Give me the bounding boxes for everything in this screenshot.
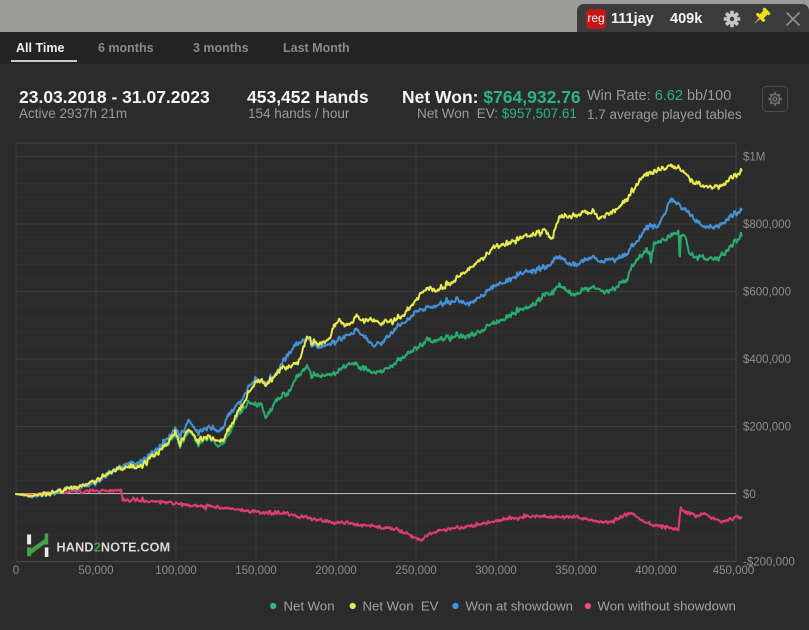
svg-text:300,000: 300,000 (475, 565, 517, 577)
svg-text:200,000: 200,000 (315, 565, 357, 577)
svg-text:$800,000: $800,000 (743, 219, 791, 231)
svg-text:150,000: 150,000 (235, 565, 277, 577)
svg-text:100,000: 100,000 (155, 565, 197, 577)
svg-text:0: 0 (13, 565, 19, 577)
svg-text:Net Won: Net Won (284, 599, 335, 614)
svg-text:$600,000: $600,000 (743, 287, 791, 299)
svg-text:Won at showdown: Won at showdown (466, 599, 574, 614)
svg-text:400,000: 400,000 (635, 565, 677, 577)
svg-text:$200,000: $200,000 (743, 422, 791, 434)
svg-text:-$200,000: -$200,000 (743, 557, 795, 569)
svg-text:350,000: 350,000 (555, 565, 597, 577)
svg-text:Won without showdown: Won without showdown (598, 599, 736, 614)
svg-text:50,000: 50,000 (78, 565, 113, 577)
svg-text:450,000: 450,000 (713, 565, 755, 577)
svg-text:$1M: $1M (743, 152, 765, 164)
svg-text:$400,000: $400,000 (743, 354, 791, 366)
svg-text:HAND2NOTE.COM: HAND2NOTE.COM (57, 541, 171, 555)
svg-text:$0: $0 (743, 489, 756, 501)
svg-text:250,000: 250,000 (395, 565, 437, 577)
svg-text:Net Won EV: Net Won EV (363, 599, 439, 614)
